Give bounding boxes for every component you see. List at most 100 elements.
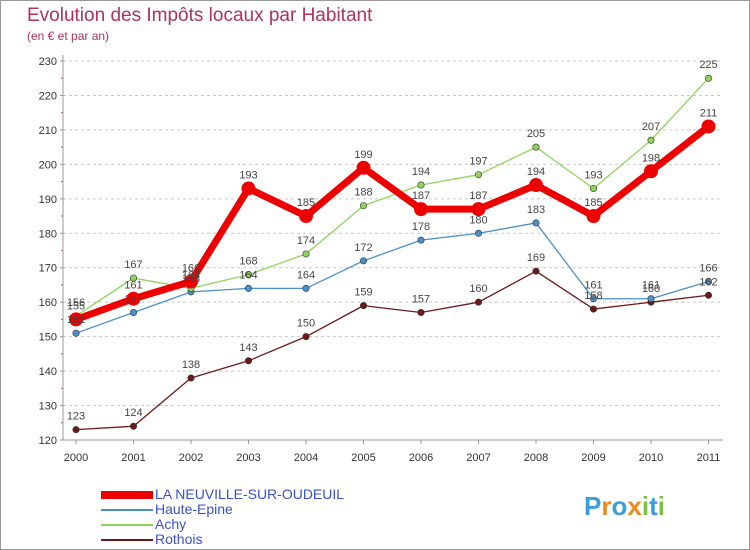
data-point: [359, 302, 367, 310]
data-label: 185: [584, 197, 602, 209]
data-point: [471, 202, 486, 217]
data-label: 197: [469, 156, 487, 168]
data-point: [302, 250, 310, 258]
data-label: 211: [700, 107, 718, 119]
y-tick-label: 220: [39, 90, 57, 102]
x-tick-label: 2004: [294, 452, 318, 464]
data-label: 162: [699, 276, 717, 288]
x-tick-label: 2005: [351, 452, 375, 464]
data-point: [474, 171, 482, 179]
data-label: 187: [469, 190, 487, 202]
data-point: [130, 422, 138, 430]
legend-item: Haute-Epine: [101, 502, 344, 517]
data-label: 198: [642, 152, 660, 164]
data-label: 183: [527, 204, 545, 216]
x-tick-label: 2007: [466, 452, 490, 464]
legend-item: LA NEUVILLE-SUR-OUDEUIL: [101, 487, 344, 502]
y-tick-label: 120: [39, 435, 57, 447]
data-point: [130, 274, 138, 282]
data-point: [589, 184, 597, 192]
data-label: 185: [297, 197, 315, 209]
data-label: 157: [124, 294, 142, 306]
data-label: 166: [182, 263, 200, 275]
data-label: 156: [67, 297, 85, 309]
legend-label: Haute-Epine: [155, 501, 233, 517]
y-tick-label: 210: [39, 125, 57, 137]
data-point: [359, 202, 367, 210]
data-label: 193: [584, 169, 602, 181]
data-point: [417, 181, 425, 189]
legend-swatch: [101, 538, 153, 541]
data-label: 207: [642, 121, 660, 133]
x-tick-label: 2011: [697, 452, 721, 464]
y-tick-label: 230: [39, 56, 57, 68]
data-point: [704, 278, 712, 286]
data-point: [417, 309, 425, 317]
legend-swatch: [101, 490, 153, 499]
data-point: [69, 312, 83, 327]
data-label: 180: [469, 214, 487, 226]
x-tick-label: 2001: [121, 452, 145, 464]
legend-swatch: [101, 508, 153, 511]
data-label: 188: [354, 187, 372, 199]
data-label: 168: [239, 256, 257, 268]
legend-label: Achy: [155, 516, 187, 532]
data-label: 160: [469, 283, 487, 295]
logo-letter: x: [627, 491, 642, 521]
data-label: 163: [182, 273, 200, 285]
data-label: 199: [354, 149, 372, 161]
data-label: 194: [527, 166, 545, 178]
data-point: [187, 374, 195, 382]
data-point: [126, 291, 141, 306]
data-point: [532, 267, 540, 275]
data-label: 157: [412, 294, 430, 306]
data-point: [474, 298, 482, 306]
data-label: 160: [642, 283, 660, 295]
legend-swatch: [101, 523, 153, 526]
data-point: [647, 295, 655, 303]
data-point: [532, 219, 540, 227]
chart-title: Evolution des Impôts locaux par Habitant: [27, 5, 373, 26]
series-line: [72, 122, 712, 323]
x-tick-label: 2000: [64, 452, 88, 464]
x-tick-label: 2006: [409, 452, 433, 464]
logo-letter: i: [657, 491, 665, 521]
data-point: [299, 209, 313, 224]
data-point: [417, 236, 425, 244]
data-point: [644, 164, 658, 179]
data-point: [704, 74, 712, 82]
x-tick-label: 2008: [524, 452, 548, 464]
data-label: 205: [527, 128, 545, 140]
data-point: [529, 178, 543, 193]
chart-legend: LA NEUVILLE-SUR-OUDEUIL Haute-Epine Achy Ro…: [101, 487, 344, 547]
x-tick-label: 2010: [639, 452, 663, 464]
data-label: 164: [297, 269, 315, 281]
data-label: 151: [67, 314, 85, 326]
data-label: 155: [67, 300, 85, 312]
data-point: [72, 329, 80, 337]
y-tick-label: 190: [39, 194, 57, 206]
logo-letter: r: [601, 491, 612, 521]
data-point: [532, 143, 540, 151]
data-label: 138: [182, 359, 200, 371]
data-point: [241, 181, 256, 196]
data-label: 174: [297, 235, 315, 247]
data-point: [704, 291, 712, 299]
data-point: [245, 357, 253, 365]
data-label: 159: [354, 287, 372, 299]
data-label: 172: [354, 242, 372, 254]
data-label: 158: [584, 290, 602, 302]
data-label: 150: [297, 318, 315, 330]
series-line: [75, 270, 710, 431]
data-label: 178: [412, 221, 430, 233]
data-label: 161: [584, 280, 602, 292]
legend-label: Rothois: [155, 531, 203, 547]
data-label: 167: [124, 259, 142, 271]
logo-letter: i: [641, 491, 650, 521]
data-point: [245, 271, 253, 279]
data-point: [589, 295, 597, 303]
logo-letter: P: [584, 491, 602, 521]
logo-letter: o: [611, 491, 628, 521]
data-point: [586, 209, 601, 224]
